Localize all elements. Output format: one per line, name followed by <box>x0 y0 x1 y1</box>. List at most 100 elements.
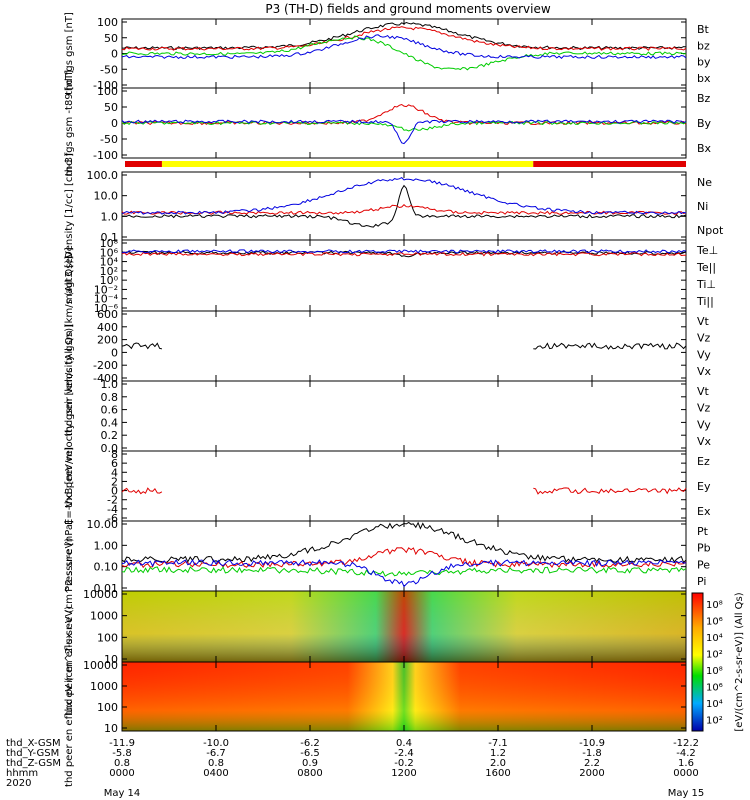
y-axis-label: thd fgs gsm [nT] <box>64 12 75 95</box>
y-axis-label: Pressure [nPa] <box>64 520 75 592</box>
legend-Ne: Ne <box>697 176 712 189</box>
ephemeris-value: -0.2 <box>394 758 414 769</box>
y-tick-label: -2 <box>107 494 118 507</box>
trace-red <box>121 103 687 126</box>
legend-Vt: Vt <box>697 385 710 398</box>
y-tick-label: 0 <box>111 485 118 498</box>
y-tick-label: -200 <box>93 359 118 372</box>
ephemeris-value: 0400 <box>203 768 228 779</box>
spectrogram-shade <box>122 662 686 731</box>
ephemeris-value: 1.2 <box>490 748 506 759</box>
trace-blue <box>121 249 687 254</box>
y-tick-label: 200 <box>97 334 118 347</box>
legend-Vx: Vx <box>697 435 712 448</box>
y-axis-label: thd peir en eflux eV (cm^2-s-sr-eV) <box>64 538 75 716</box>
legend-Ex: Ex <box>697 505 711 518</box>
y-tick-label: 1000 <box>90 610 118 623</box>
y-tick-label: -6 <box>107 512 118 525</box>
ephemeris-label: 2020 <box>6 778 31 789</box>
y-tick-label: 400 <box>97 321 118 334</box>
y-tick-label: 0.0 <box>101 442 119 455</box>
y-tick-label: 1.00 <box>94 539 119 552</box>
colorbar-gradient <box>691 592 704 732</box>
ephemeris-value: -6.5 <box>300 748 320 759</box>
legend-Ey: Ey <box>697 480 711 493</box>
legend-Ti⊥: Ti⊥ <box>696 278 716 291</box>
legend-Pb: Pb <box>697 542 711 555</box>
colorbar-tick-label: 10⁶ <box>706 617 723 628</box>
y-tick-label: 10⁻² <box>94 283 118 296</box>
legend-Vz: Vz <box>697 332 711 345</box>
legend-Vt: Vt <box>697 315 710 328</box>
y-tick-label: -400 <box>93 372 118 385</box>
ephemeris-value: 2000 <box>579 768 604 779</box>
legend-bz: bz <box>697 39 710 52</box>
ephemeris-value: -2.4 <box>394 748 414 759</box>
y-tick-label: 0 <box>111 117 118 130</box>
trace-black <box>121 184 687 228</box>
y-tick-label: 100 <box>97 16 118 29</box>
legend-Vx: Vx <box>697 365 712 378</box>
colorbar-tick-label: 10⁸ <box>706 666 723 677</box>
y-tick-label: -50 <box>100 133 118 146</box>
legend-Npot: Npot <box>697 224 724 237</box>
ephemeris-value: 0.9 <box>302 758 318 769</box>
y-tick-label: 10000 <box>83 659 118 672</box>
y-axis-label: thd peer en eflux eV (cm^2-s-sr-eV) <box>64 606 75 787</box>
y-axis-label: Density [1/cc] [cm-3] <box>64 153 75 259</box>
ephemeris-value: -6.2 <box>300 738 320 749</box>
chart-title: P3 (TH-D) fields and ground moments over… <box>265 2 550 16</box>
colorbar-tick-label: 10⁴ <box>706 699 723 710</box>
colorbar-tick-label: 10² <box>706 650 723 661</box>
panel-6: 1.00.80.60.40.20.0 thd peer velocity gsm … <box>64 324 712 508</box>
y-axis-label: thd peer velocity gsm [km/s (All Qs)] <box>64 324 75 508</box>
y-tick-label: -100 <box>93 149 118 162</box>
ephemeris-value: -7.1 <box>488 738 508 749</box>
ephemeris-value: 0.8 <box>208 758 224 769</box>
y-tick-label: 10⁻⁴ <box>94 293 119 306</box>
ephemeris-value: 1.6 <box>678 758 694 769</box>
ephemeris-value: -12.2 <box>673 738 699 749</box>
y-tick-label: 10.0 <box>94 190 119 203</box>
ephemeris-value: -6.7 <box>206 748 226 759</box>
y-tick-label: 10⁴ <box>100 256 119 269</box>
panel-8: 10.00 1.00 0.10 0.01 Pressure [nPa] Pt Pb Pe Pi <box>64 518 711 595</box>
ephemeris-value: 0000 <box>109 768 134 779</box>
legend-Bz: Bz <box>697 92 711 105</box>
y-tick-label: 1.0 <box>101 210 119 223</box>
y-tick-label: 0.2 <box>101 429 119 442</box>
y-tick-label: 1000 <box>90 680 118 693</box>
mode-bar-fast <box>161 161 534 167</box>
y-tick-label: 100 <box>97 631 118 644</box>
ephemeris-label: thd_Z-GSM <box>6 758 61 769</box>
ephemeris-value: -11.9 <box>109 738 135 749</box>
trace-red <box>121 252 687 257</box>
panel-9: 10000 1000 100 10 thd peir en eflux eV (cm^2… <box>64 538 687 716</box>
ephemeris-value: -5.8 <box>112 748 132 759</box>
trace-black <box>121 521 687 564</box>
y-tick-label: 10⁻⁶ <box>94 302 119 315</box>
trace-red <box>121 487 687 495</box>
ephemeris-value: 1200 <box>391 768 416 779</box>
colorbar-tick-label: 10⁶ <box>706 683 723 694</box>
y-tick-label: 50 <box>104 32 118 45</box>
y-tick-label: 0 <box>111 48 118 61</box>
panel-frame <box>121 171 687 241</box>
y-tick-label: 0.4 <box>101 416 119 429</box>
y-tick-label: 2 <box>111 475 118 488</box>
y-tick-label: 100.0 <box>87 169 119 182</box>
trace-blue <box>121 559 687 588</box>
legend-Te||: Te|| <box>696 261 716 274</box>
trace-black <box>121 21 687 51</box>
trace-red <box>121 26 687 51</box>
legend-Pi: Pi <box>697 575 706 588</box>
panel-10: 10000 1000 100 10 thd peer en eflux eV (cm^2… <box>64 606 687 787</box>
legend-Pt: Pt <box>697 525 709 538</box>
y-tick-label: 10.00 <box>87 518 119 531</box>
ephemeris-value: 0800 <box>297 768 322 779</box>
mode-bar <box>125 161 686 167</box>
legend-Vz: Vz <box>697 402 711 415</box>
